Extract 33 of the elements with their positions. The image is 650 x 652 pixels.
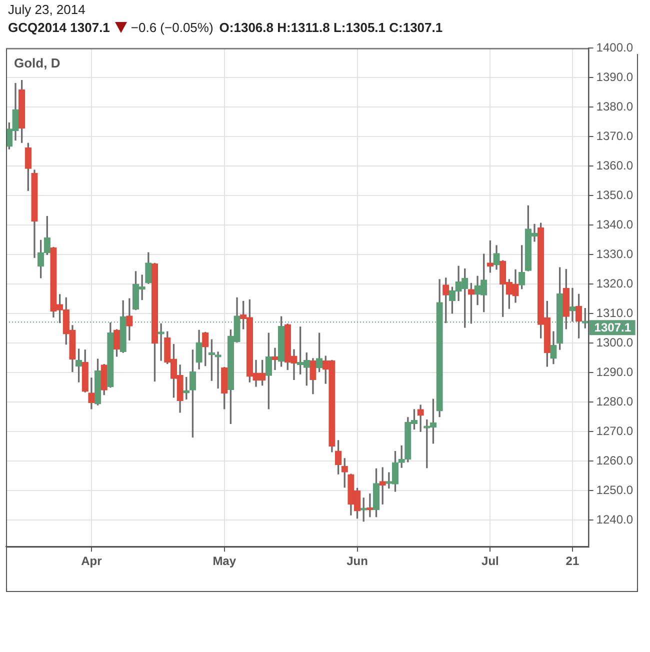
x-tick-label: May xyxy=(212,554,236,568)
y-tick-label: 1370.0 xyxy=(596,128,634,143)
y-tick-label: 1260.0 xyxy=(596,453,634,468)
chart-subtitle: GCQ2014 1307.1 xyxy=(8,20,110,35)
candlestick xyxy=(417,404,424,432)
y-tick-label: 1270.0 xyxy=(596,424,634,438)
x-tick-label: Apr xyxy=(81,554,102,568)
y-tick-label: 1390.0 xyxy=(596,70,634,84)
y-tick-label: 1340.0 xyxy=(596,217,634,232)
y-tick-label: 1320.0 xyxy=(596,276,634,290)
candlestick xyxy=(272,348,278,370)
annotation: Gold, D xyxy=(14,55,60,70)
y-tick-label: 1380.0 xyxy=(596,99,634,114)
y-tick-label: 1400.0 xyxy=(596,40,634,55)
candlestick xyxy=(126,298,133,340)
candlestick xyxy=(158,323,164,361)
x-tick-label: Jul xyxy=(482,554,499,568)
y-tick-label: 1330.0 xyxy=(596,246,634,261)
candlestick xyxy=(214,352,222,389)
y-tick-label: 1310.0 xyxy=(596,306,634,320)
y-tick-label: 1290.0 xyxy=(596,364,634,379)
y-tick-label: 1280.0 xyxy=(596,394,634,408)
y-tick-label: 1360.0 xyxy=(596,158,634,172)
text: −0.6 (−0.05%) xyxy=(130,20,214,35)
x-tick-label: Jun xyxy=(346,554,368,568)
x-tick-label: 21 xyxy=(566,554,580,568)
ref-line-label: 1307.1 xyxy=(594,320,632,334)
chart-title: July 23, 2014 xyxy=(8,2,86,17)
y-tick-label: 1350.0 xyxy=(596,188,634,202)
y-tick-label: 1250.0 xyxy=(596,482,634,497)
y-tick-label: 1240.0 xyxy=(596,512,634,526)
y-tick-label: 1300.0 xyxy=(596,335,634,350)
text: O:1306.8 H:1311.8 L:1305.1 C:1307.1 xyxy=(219,20,443,35)
